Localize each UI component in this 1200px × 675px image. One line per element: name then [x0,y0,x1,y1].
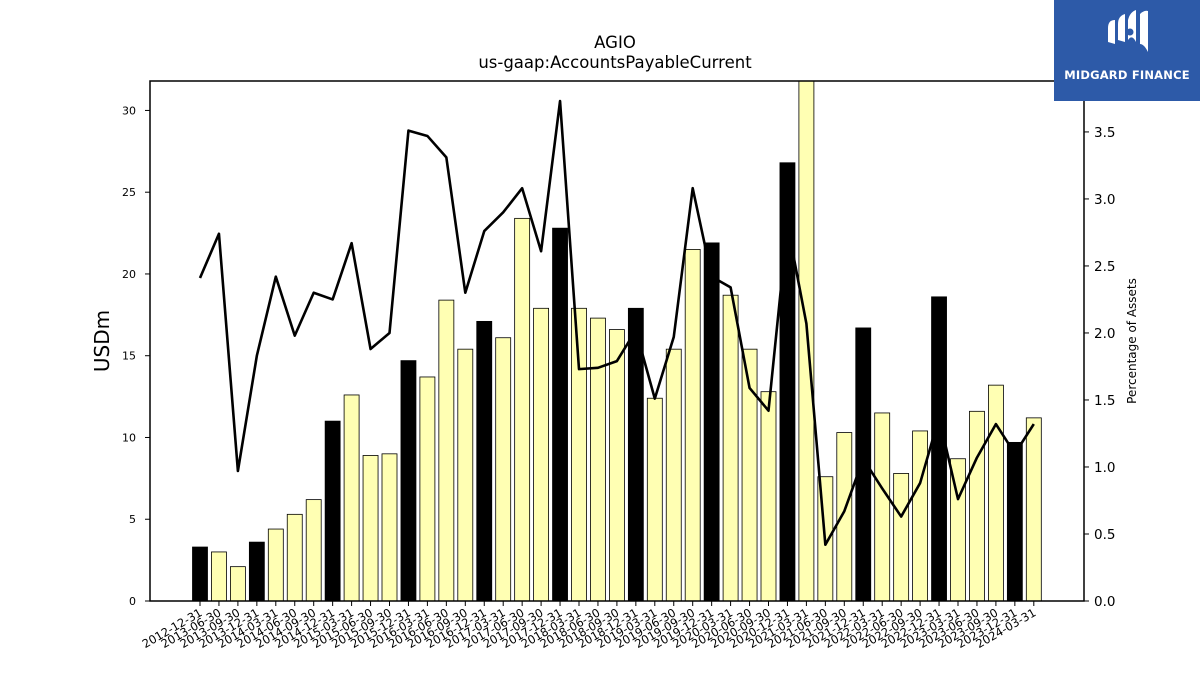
y2-tick-label: 0.5 [1094,527,1115,543]
bar-2016-09-30 [457,348,474,601]
bar-2018-12-31 [627,307,644,601]
bar-2018-09-30 [609,329,625,601]
bar-2021-12-31 [855,327,872,601]
bar-2017-06-30 [514,217,531,601]
bar-2023-06-30 [969,410,985,601]
y-tick-label: 20 [122,268,136,281]
bar-2018-03-31 [571,307,587,601]
y2-tick-label: 3.0 [1094,192,1115,208]
y-tick-label: 10 [122,431,136,444]
y-tick-label: 30 [122,104,136,117]
bar-2022-12-31 [931,296,947,601]
bar-2021-09-30 [836,432,853,601]
midgard-logo-icon [1108,10,1148,53]
bar-2020-09-30 [760,391,777,601]
bar-2015-03-31 [343,394,360,601]
y2-tick-label: 3.5 [1094,125,1115,141]
bar-2014-06-30 [286,513,303,601]
bar-2015-12-31 [400,360,417,601]
bar-2013-09-30 [229,566,246,601]
bar-2019-06-30 [665,348,682,601]
bar-2013-12-31 [248,541,265,601]
y2-tick-label: 2.0 [1094,326,1115,342]
bar-2014-09-30 [305,499,322,601]
bar-2023-09-30 [988,384,1004,601]
bar-2013-06-30 [211,551,227,601]
bar-2020-06-30 [741,348,758,601]
y-tick-label: 0 [129,595,136,608]
y-tick-label: 15 [122,350,136,363]
bar-2022-03-31 [874,412,891,601]
percentage-of-assets-line [198,99,1035,547]
bar-2015-09-30 [381,453,398,601]
bar-2019-12-31 [703,242,720,601]
bar-2017-09-30 [533,307,549,601]
bar-2017-12-31 [552,227,568,601]
bar-2019-09-30 [684,249,701,601]
y-tick-label: 5 [129,513,136,526]
y-axis-label: USDm [90,310,114,372]
chart-title: AGIO [594,33,636,52]
bar-2019-03-31 [646,397,663,601]
midgard-finance-logo: MIDGARD FINANCE [1054,0,1200,101]
bar-2023-12-31 [1006,441,1023,601]
bar-2020-03-31 [722,294,739,601]
bar-2016-03-31 [419,376,436,601]
bar-2016-06-30 [438,299,455,601]
y2-tick-label: 2.5 [1094,259,1115,275]
bar-2017-03-31 [495,337,512,601]
y-tick-label: 25 [122,186,136,199]
y2-axis-label: Percentage of Assets [1125,278,1139,404]
bar-2018-06-30 [590,317,606,601]
bar-2024-03-31 [1025,417,1042,601]
bar-2014-12-31 [324,420,341,601]
bar-2012-12-31 [192,546,208,601]
brand-name: MIDGARD FINANCE [1064,68,1190,82]
bar-2022-06-30 [893,473,910,601]
chart-subtitle: us-gaap:AccountsPayableCurrent [478,53,752,72]
bar-2022-09-30 [912,430,928,601]
bar-2016-12-31 [476,320,493,601]
y2-tick-label: 1.0 [1094,460,1115,476]
y2-tick-label: 1.5 [1094,393,1115,409]
bar-2014-03-31 [267,528,284,601]
bar-2015-06-30 [362,455,379,601]
y2-tick-label: 0.0 [1094,594,1115,610]
